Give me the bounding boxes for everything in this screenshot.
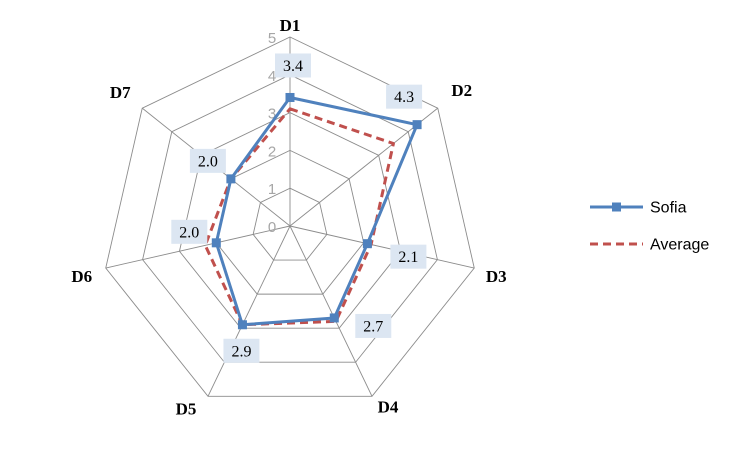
grid-spoke [105, 225, 291, 269]
data-label-d4: 2.7 [355, 313, 392, 338]
legend: Sofia Average [590, 200, 709, 254]
series-line-average [203, 107, 395, 327]
data-label-box [390, 244, 427, 269]
data-point-sofia-d2 [412, 120, 422, 130]
data-label-box [275, 53, 311, 78]
tick-label: 1 [268, 181, 276, 198]
tick-label: 3 [268, 106, 276, 123]
data-point-sofia-d3 [362, 239, 372, 249]
data-label-text: 2.9 [231, 343, 251, 360]
legend-label: Sofia [650, 200, 687, 217]
axis-label-d6: D6 [71, 267, 92, 286]
radar-grid [105, 36, 475, 397]
data-label-box [223, 338, 260, 363]
tick-label: 4 [268, 68, 276, 85]
data-point-sofia-d7 [226, 174, 236, 184]
data-label-box [189, 148, 226, 173]
data-label-d7: 2.0 [189, 148, 226, 173]
legend-item-average: Average [590, 237, 709, 254]
axis-label-d7: D7 [110, 83, 131, 102]
legend-item-sofia: Sofia [590, 200, 687, 217]
data-label-box [171, 219, 208, 244]
axis-label-d2: D2 [451, 81, 472, 100]
tick-label: 5 [268, 30, 276, 47]
axis-label-d5: D5 [176, 399, 197, 418]
data-label-d3: 2.1 [390, 244, 427, 269]
data-label-d5: 2.9 [223, 338, 260, 363]
data-label-text: 2.7 [363, 318, 383, 335]
data-label-d6: 2.0 [171, 219, 208, 244]
grid-ring [105, 36, 475, 397]
category-axis-labels: D1 D2 D3 D4 D5 D6 D7 [71, 16, 506, 418]
data-labels: 3.4 4.3 2.1 2.7 2.9 2.0 2.0 [171, 53, 427, 363]
tick-label: 0 [268, 219, 276, 236]
data-label-text: 2.1 [398, 249, 418, 266]
data-label-box [386, 84, 423, 109]
radial-tick-labels: 0 1 2 3 4 5 [268, 30, 276, 236]
legend-marker [612, 202, 621, 212]
grid-spoke [289, 225, 475, 269]
axis-label-d1: D1 [280, 16, 301, 35]
data-label-text: 3.4 [283, 58, 303, 75]
data-label-text: 4.3 [394, 89, 414, 106]
data-point-sofia-d6 [211, 238, 221, 248]
data-point-sofia-d5 [237, 320, 247, 330]
axis-label-d3: D3 [486, 267, 507, 286]
data-label-text: 2.0 [198, 153, 218, 170]
tick-label: 2 [268, 143, 276, 160]
grid-ring [142, 74, 438, 363]
data-point-sofia-d4 [329, 313, 339, 323]
grid-spoke [207, 225, 291, 397]
series-layer [203, 92, 422, 330]
data-label-d1: 3.4 [275, 53, 311, 78]
data-label-text: 2.0 [179, 224, 199, 241]
data-label-box [355, 313, 392, 338]
axis-label-d4: D4 [378, 397, 399, 416]
series-line-sofia [214, 95, 419, 327]
grid-ring [252, 187, 328, 261]
legend-label: Average [650, 237, 709, 254]
grid-spoke [289, 225, 373, 397]
data-point-sofia-d1 [285, 92, 295, 102]
data-label-d2: 4.3 [386, 84, 423, 109]
